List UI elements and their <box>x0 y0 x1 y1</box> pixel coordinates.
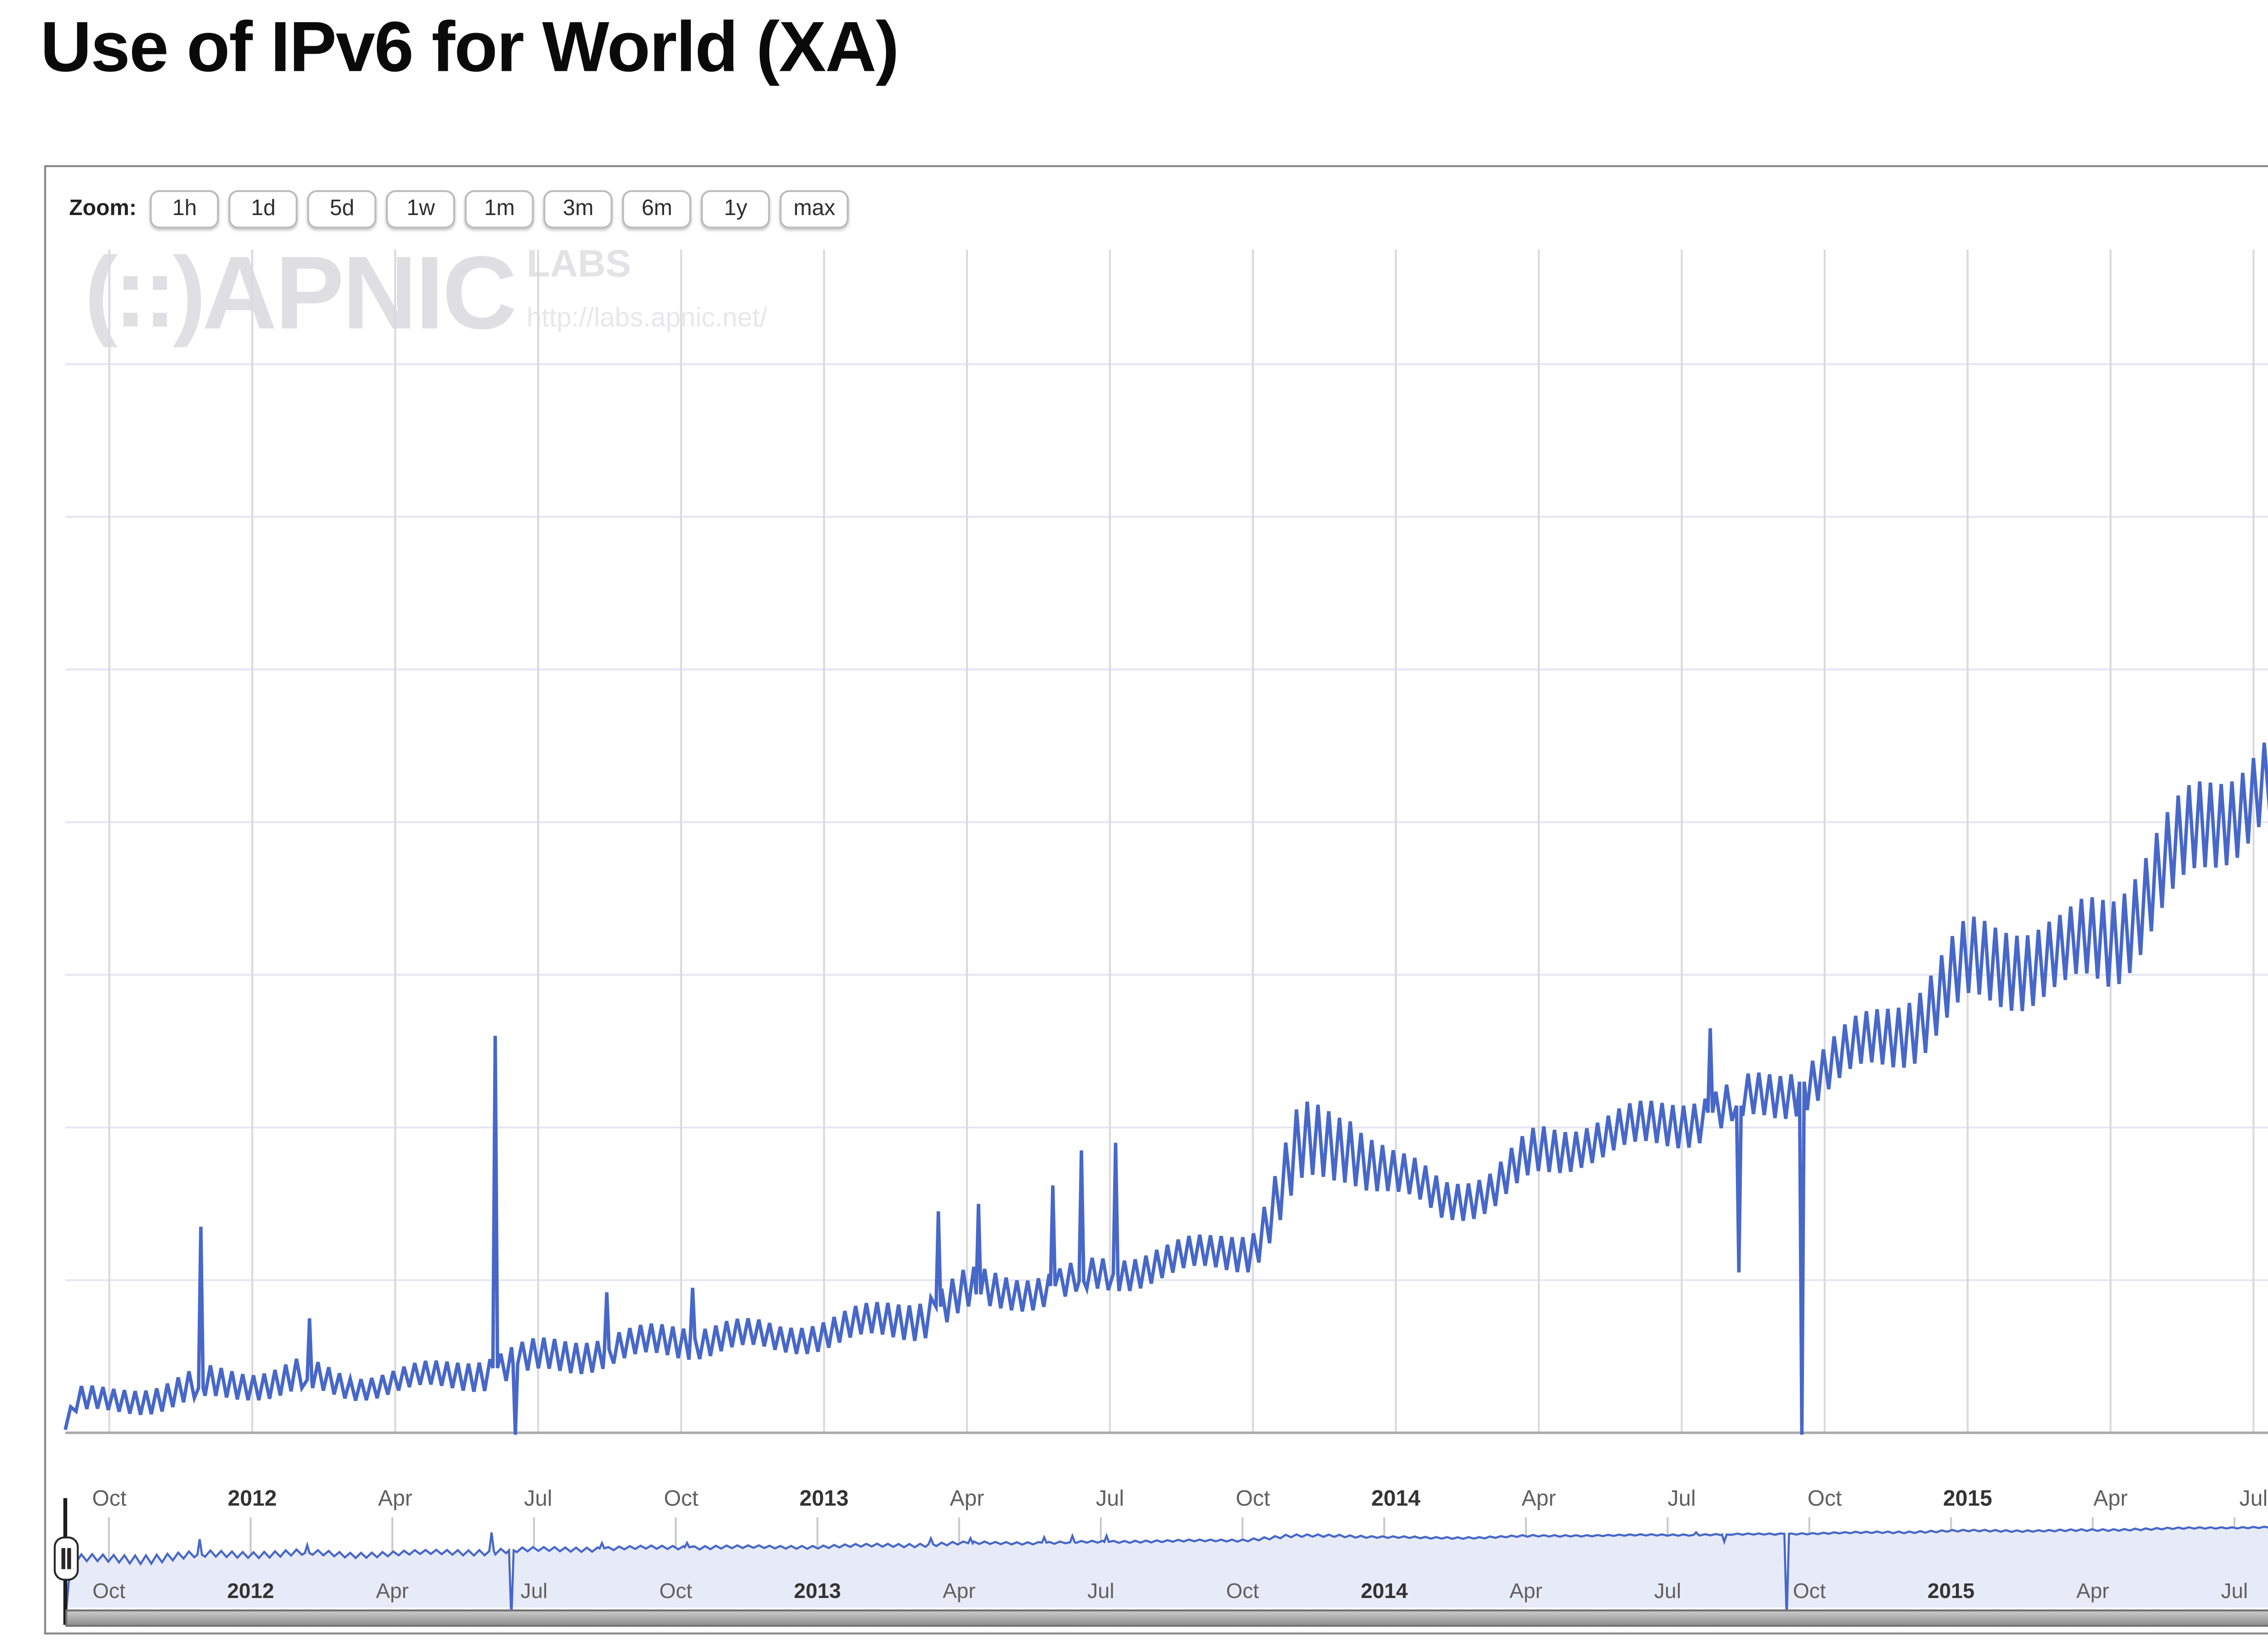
svg-text:Oct: Oct <box>92 1486 127 1511</box>
svg-text:Oct: Oct <box>1236 1486 1270 1511</box>
highstock-chart-widget: (::) APNIC LABS http://labs.apnic.net/ 0… <box>44 165 2268 1635</box>
svg-text:Jul: Jul <box>1087 1579 1114 1603</box>
svg-text:2013: 2013 <box>794 1579 841 1603</box>
zoom-label: Zoom: <box>69 198 137 221</box>
navigator-line <box>64 1525 2268 1621</box>
apnic-logo-icon: (::) <box>84 238 206 350</box>
svg-text:Oct: Oct <box>664 1486 699 1511</box>
zoom-button-1d[interactable]: 1d <box>229 190 298 229</box>
navigator-axis-labels: Oct 2012 Apr Jul Oct 2013 Apr Jul Oct 2014 Apr Jul O… <box>93 1579 2248 1603</box>
svg-text:Jul: Jul <box>2221 1579 2248 1603</box>
svg-text:2015: 2015 <box>1943 1486 1992 1511</box>
zoom-button-5d[interactable]: 5d <box>307 190 377 229</box>
svg-text:Apr: Apr <box>2076 1579 2109 1603</box>
navigator-area[interactable] <box>65 1521 2268 1608</box>
zoom-button-6m[interactable]: 6m <box>622 190 692 229</box>
apnic-brand: APNIC <box>202 236 517 352</box>
svg-text:Apr: Apr <box>378 1486 412 1511</box>
svg-text:2013: 2013 <box>800 1486 849 1511</box>
svg-text:Oct: Oct <box>1793 1579 1826 1603</box>
svg-text:Jul: Jul <box>521 1579 548 1603</box>
apnic-watermark: (::) APNIC LABS http://labs.apnic.net/ <box>84 240 767 348</box>
svg-text:Jul: Jul <box>2239 1486 2268 1511</box>
svg-text:Apr: Apr <box>2093 1486 2128 1511</box>
chart-plot-area[interactable]: 01234567Oct2012AprJulOct2013AprJulOct201… <box>46 167 2268 1632</box>
zoom-button-1m[interactable]: 1m <box>465 190 534 229</box>
svg-text:2014: 2014 <box>1361 1579 1408 1603</box>
svg-text:Jul: Jul <box>1654 1579 1681 1603</box>
svg-text:Apr: Apr <box>943 1579 975 1603</box>
svg-text:Apr: Apr <box>376 1579 409 1603</box>
svg-text:Jul: Jul <box>1096 1486 1124 1511</box>
x-axis-labels: Oct 2012 Apr Jul Oct 2013 Apr Jul Oct 2014 Apr Jul O… <box>92 1486 2268 1511</box>
svg-text:2012: 2012 <box>227 1579 274 1603</box>
apnic-labs-label: LABS <box>527 244 631 286</box>
zoom-button-3m[interactable]: 3m <box>543 190 613 229</box>
svg-text:2015: 2015 <box>1927 1579 1975 1603</box>
navigator-left-grip-icon[interactable] <box>53 1536 78 1581</box>
page-title: Use of IPv6 for World (XA) <box>40 7 899 87</box>
svg-text:Jul: Jul <box>1667 1486 1696 1511</box>
svg-text:Oct: Oct <box>1808 1486 1842 1511</box>
zoom-button-1y[interactable]: 1y <box>701 190 771 229</box>
zoom-button-1h[interactable]: 1h <box>150 190 220 229</box>
zoom-buttons-group: 1h 1d 5d 1w 1m 3m 6m 1y max <box>150 190 849 229</box>
scrollbar-thumb[interactable] <box>65 1609 2268 1627</box>
svg-text:Apr: Apr <box>1521 1486 1556 1511</box>
svg-text:Jul: Jul <box>524 1486 552 1511</box>
svg-text:2014: 2014 <box>1371 1486 1420 1511</box>
svg-text:Oct: Oct <box>93 1579 125 1603</box>
range-selector: Zoom: 1h 1d 5d 1w 1m 3m 6m 1y max <box>69 190 849 229</box>
zoom-button-1w[interactable]: 1w <box>386 190 455 229</box>
svg-text:2012: 2012 <box>228 1486 277 1511</box>
svg-text:Oct: Oct <box>1226 1579 1259 1603</box>
x-gridlines <box>108 250 2255 1608</box>
svg-text:Apr: Apr <box>950 1486 984 1511</box>
svg-text:Apr: Apr <box>1510 1579 1542 1603</box>
series-line-ipv6-capable[interactable] <box>64 257 2268 1435</box>
zoom-button-max[interactable]: max <box>780 190 849 229</box>
apnic-url: http://labs.apnic.net/ <box>527 301 767 333</box>
svg-text:Oct: Oct <box>659 1579 692 1603</box>
